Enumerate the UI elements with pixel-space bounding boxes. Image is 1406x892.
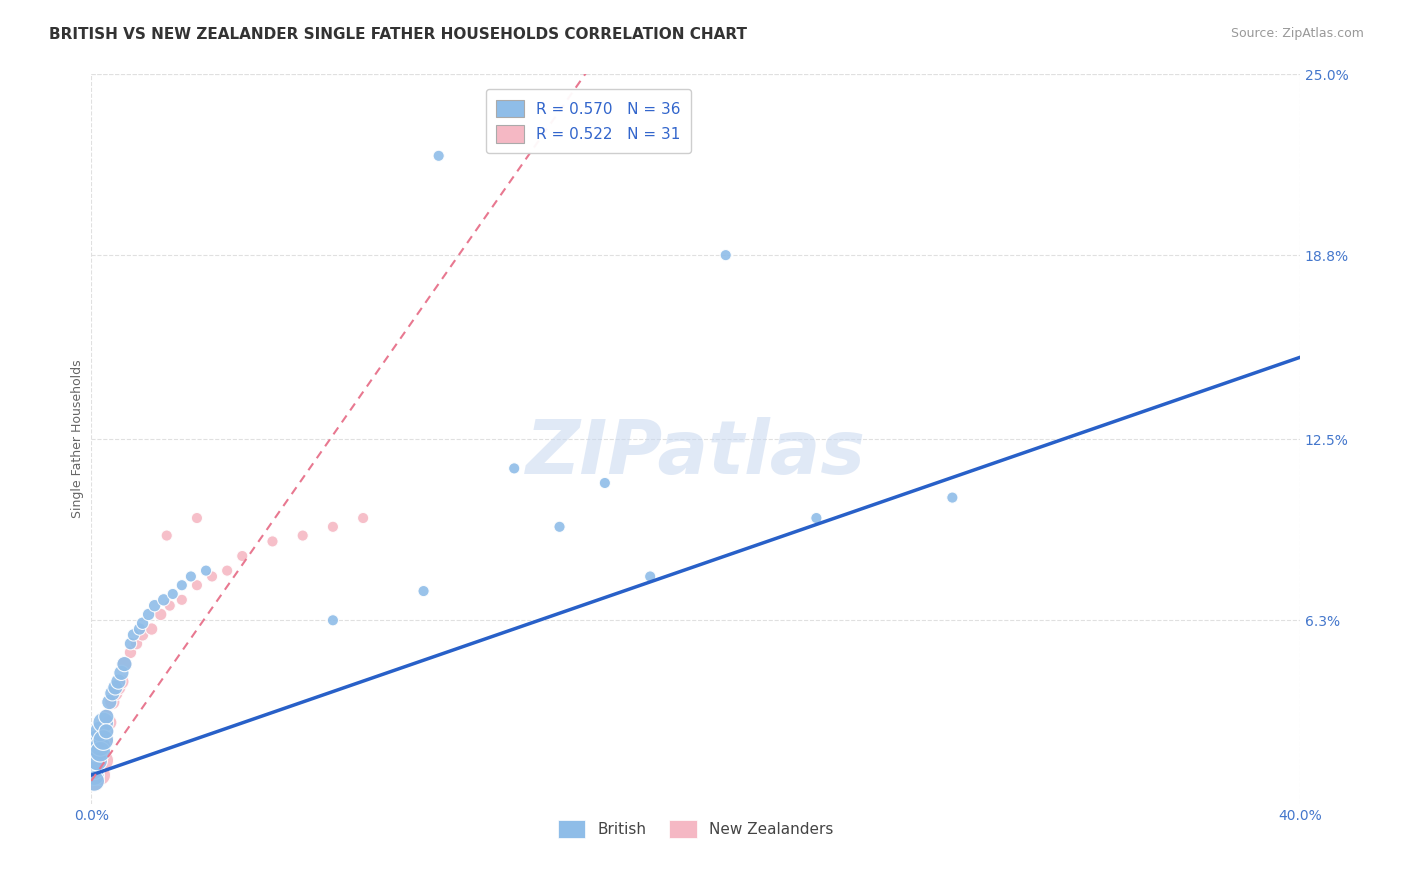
Point: [322, 613, 344, 627]
Point: [231, 549, 253, 563]
Point: [195, 564, 218, 578]
Point: [104, 681, 127, 695]
Y-axis label: Single Father Households: Single Father Households: [72, 359, 84, 518]
Point: [262, 534, 284, 549]
Point: [170, 578, 193, 592]
Point: [89, 724, 111, 739]
Point: [291, 528, 314, 542]
Point: [101, 695, 124, 709]
Point: [125, 637, 148, 651]
Point: [107, 681, 129, 695]
Point: [112, 657, 135, 672]
Point: [91, 754, 114, 768]
Point: [548, 520, 571, 534]
Point: [89, 739, 111, 753]
Point: [91, 715, 114, 730]
Point: [128, 622, 150, 636]
Text: ZIPatlas: ZIPatlas: [526, 417, 866, 491]
Point: [107, 674, 129, 689]
Point: [138, 607, 160, 622]
Point: [101, 686, 124, 700]
Point: [89, 768, 111, 782]
Point: [186, 511, 208, 525]
Point: [86, 733, 108, 747]
Point: [806, 511, 828, 525]
Point: [352, 511, 374, 525]
Point: [131, 616, 153, 631]
Point: [86, 754, 108, 768]
Point: [122, 628, 145, 642]
Point: [86, 745, 108, 759]
Point: [201, 569, 224, 583]
Point: [714, 248, 737, 262]
Point: [110, 665, 132, 680]
Point: [96, 724, 118, 739]
Point: [83, 762, 105, 776]
Point: [112, 657, 135, 672]
Point: [83, 768, 105, 782]
Point: [86, 762, 108, 776]
Legend: British, New Zealanders: British, New Zealanders: [551, 814, 839, 844]
Point: [96, 724, 118, 739]
Point: [503, 461, 526, 475]
Point: [412, 584, 434, 599]
Point: [159, 599, 181, 613]
Point: [120, 637, 142, 651]
Point: [162, 587, 184, 601]
Point: [170, 592, 193, 607]
Point: [322, 520, 344, 534]
Point: [217, 564, 239, 578]
Point: [96, 709, 118, 723]
Text: BRITISH VS NEW ZEALANDER SINGLE FATHER HOUSEHOLDS CORRELATION CHART: BRITISH VS NEW ZEALANDER SINGLE FATHER H…: [49, 27, 747, 42]
Point: [120, 645, 142, 659]
Point: [152, 592, 174, 607]
Point: [104, 686, 127, 700]
Point: [149, 607, 172, 622]
Point: [89, 739, 111, 753]
Point: [96, 709, 118, 723]
Point: [91, 733, 114, 747]
Point: [156, 528, 179, 542]
Point: [186, 578, 208, 592]
Point: [86, 745, 108, 759]
Text: Source: ZipAtlas.com: Source: ZipAtlas.com: [1230, 27, 1364, 40]
Point: [638, 569, 661, 583]
Point: [180, 569, 202, 583]
Point: [593, 475, 616, 490]
Point: [941, 491, 963, 505]
Point: [427, 149, 450, 163]
Point: [141, 622, 163, 636]
Point: [98, 715, 121, 730]
Point: [83, 754, 105, 768]
Point: [83, 773, 105, 788]
Point: [91, 733, 114, 747]
Point: [83, 773, 105, 788]
Point: [131, 628, 153, 642]
Point: [110, 674, 132, 689]
Point: [98, 695, 121, 709]
Point: [89, 745, 111, 759]
Point: [143, 599, 166, 613]
